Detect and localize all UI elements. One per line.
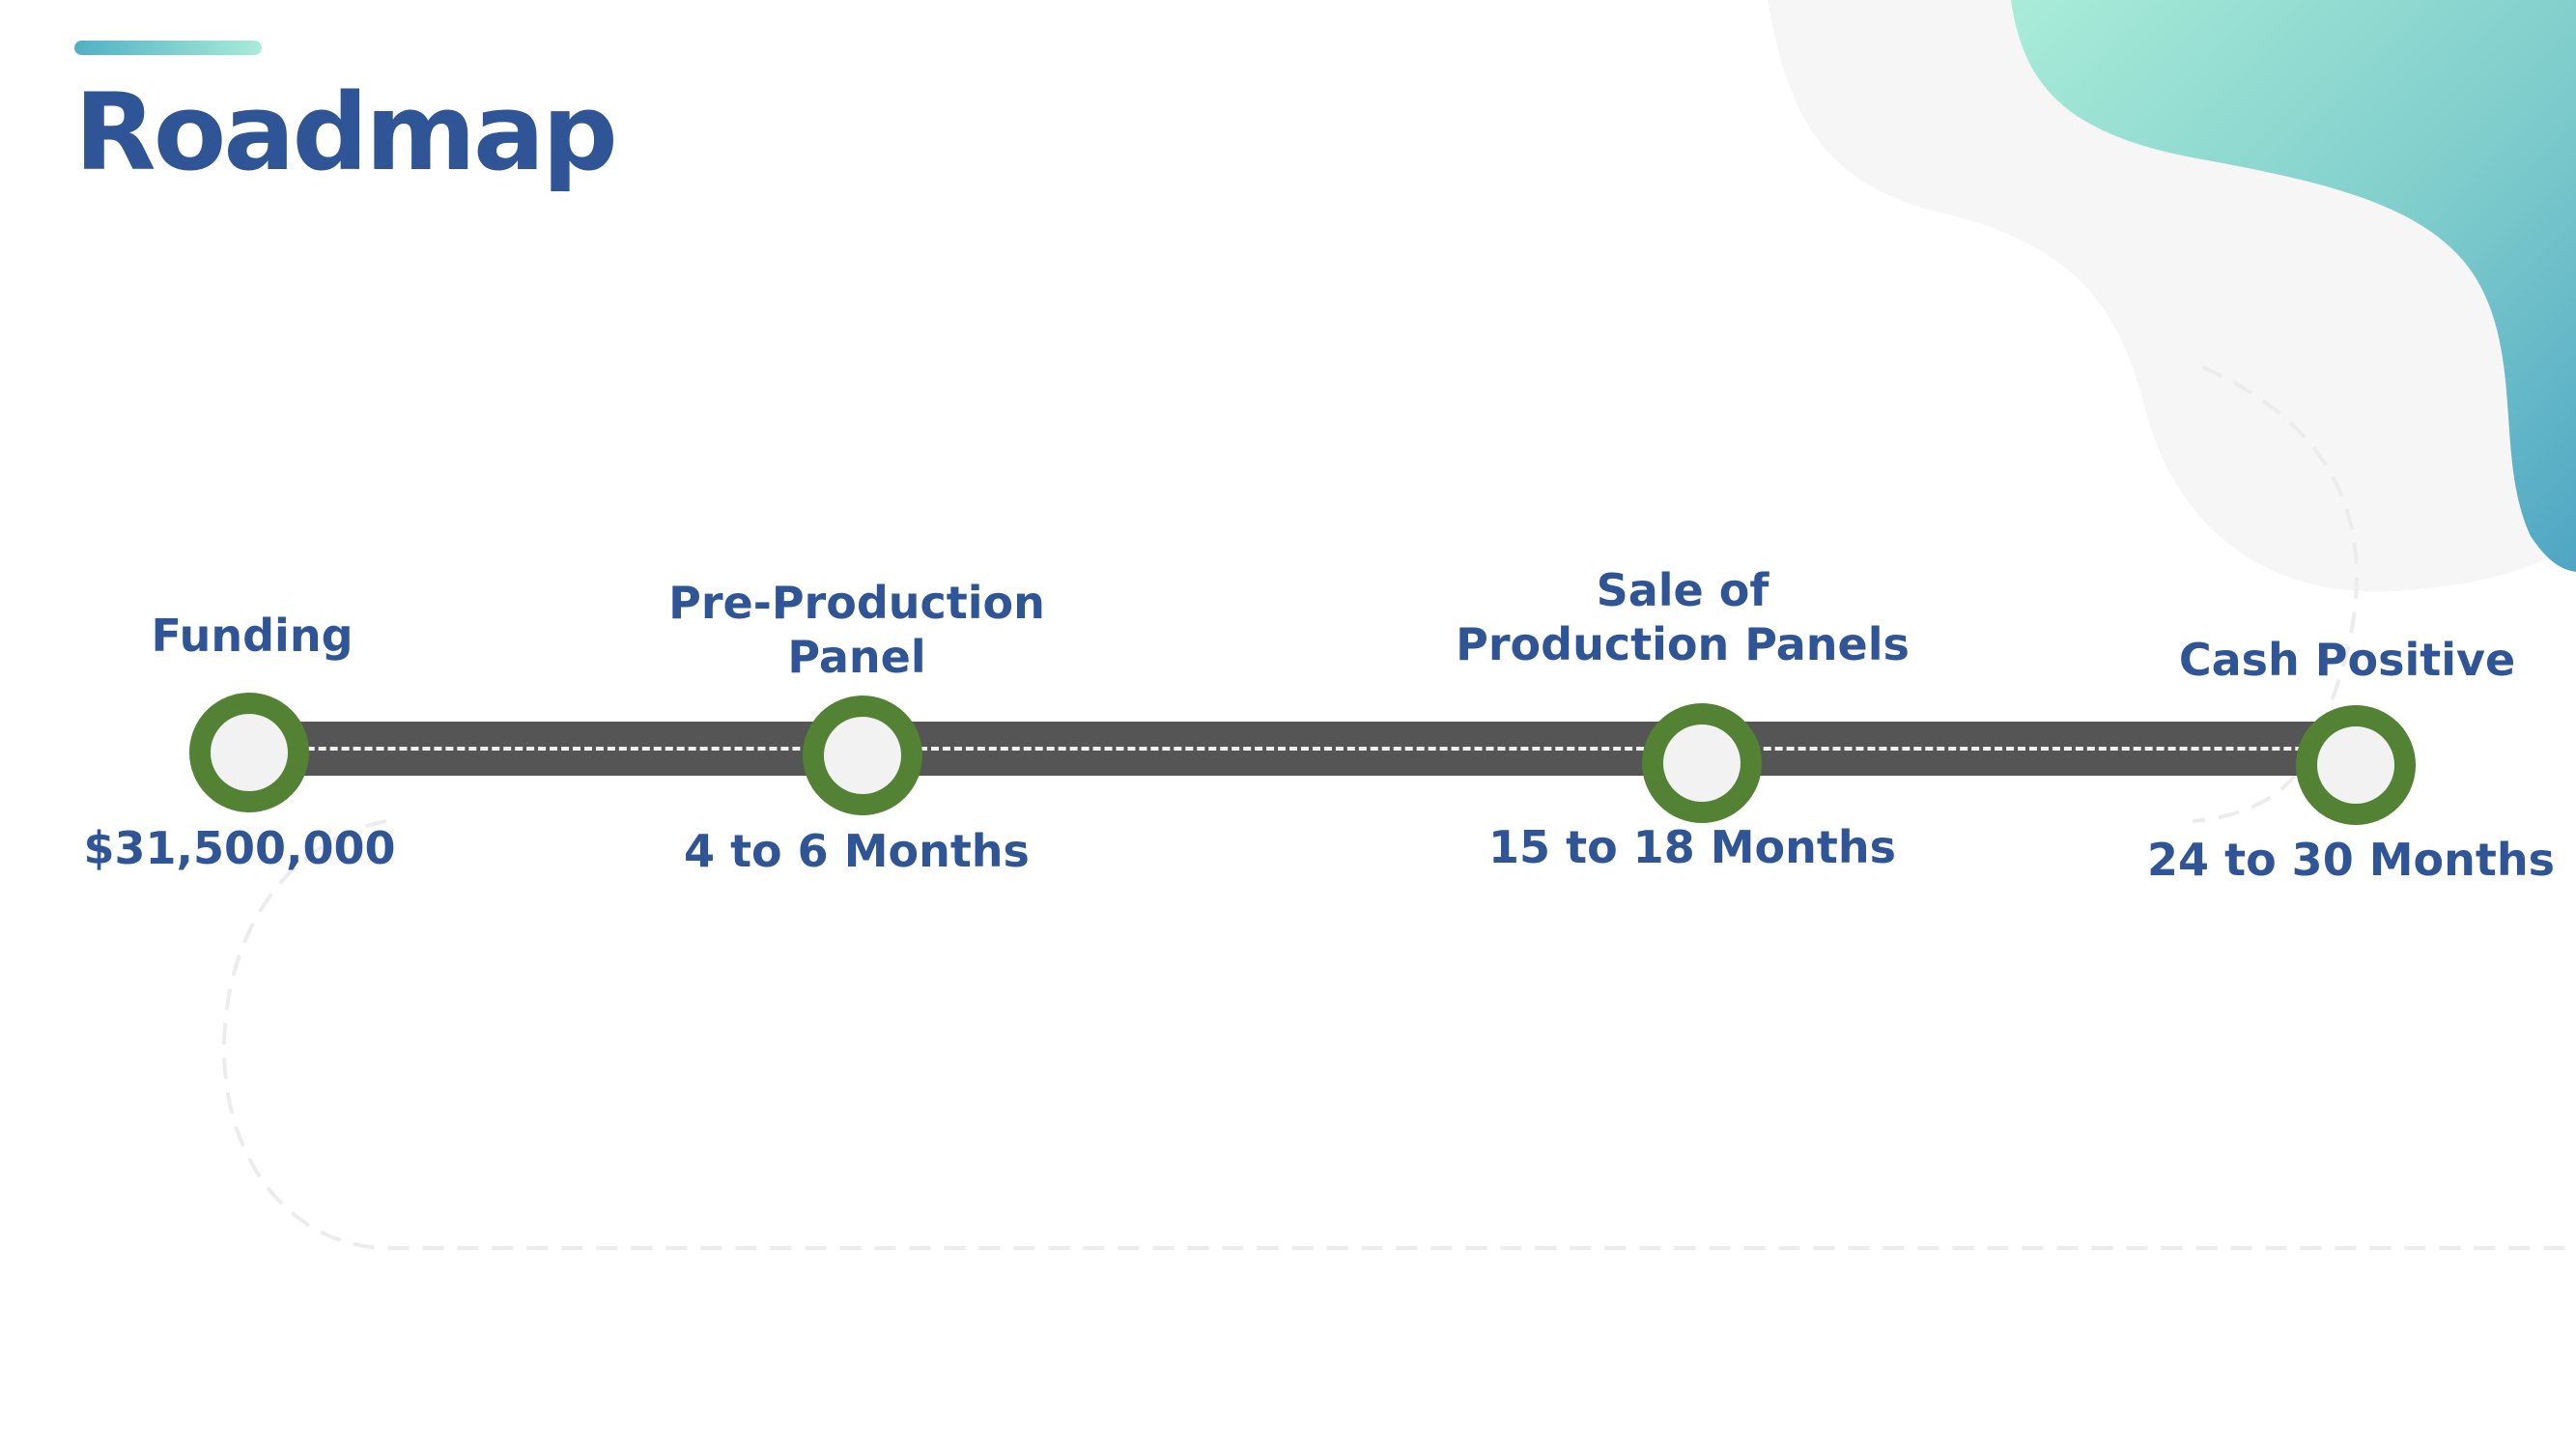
title-accent-bar [74,41,262,55]
milestone-3-value: 15 to 18 Months [1488,821,1896,873]
milestone-4-value: 24 to 30 Months [2147,834,2555,886]
milestone-1-value: $31,500,000 [83,822,396,874]
milestone-2-marker [803,696,922,815]
roadmap-road [203,722,2395,776]
teal-blob-shape [2011,0,2576,572]
milestone-3-marker [1642,703,1762,823]
page-title: Roadmap [74,71,618,194]
milestone-1-label: Funding [151,610,354,662]
milestone-2-label: Pre-Production Panel [668,577,1045,683]
road-center-dashes [203,747,2395,751]
milestone-4-label: Cash Positive [2178,634,2516,686]
milestone-3-label: Sale of Production Panels [1456,564,1910,670]
milestone-2-value: 4 to 6 Months [684,825,1030,877]
milestone-1-marker [189,693,309,812]
milestone-4-marker [2296,705,2416,825]
dashed-background-path [221,365,2576,1250]
